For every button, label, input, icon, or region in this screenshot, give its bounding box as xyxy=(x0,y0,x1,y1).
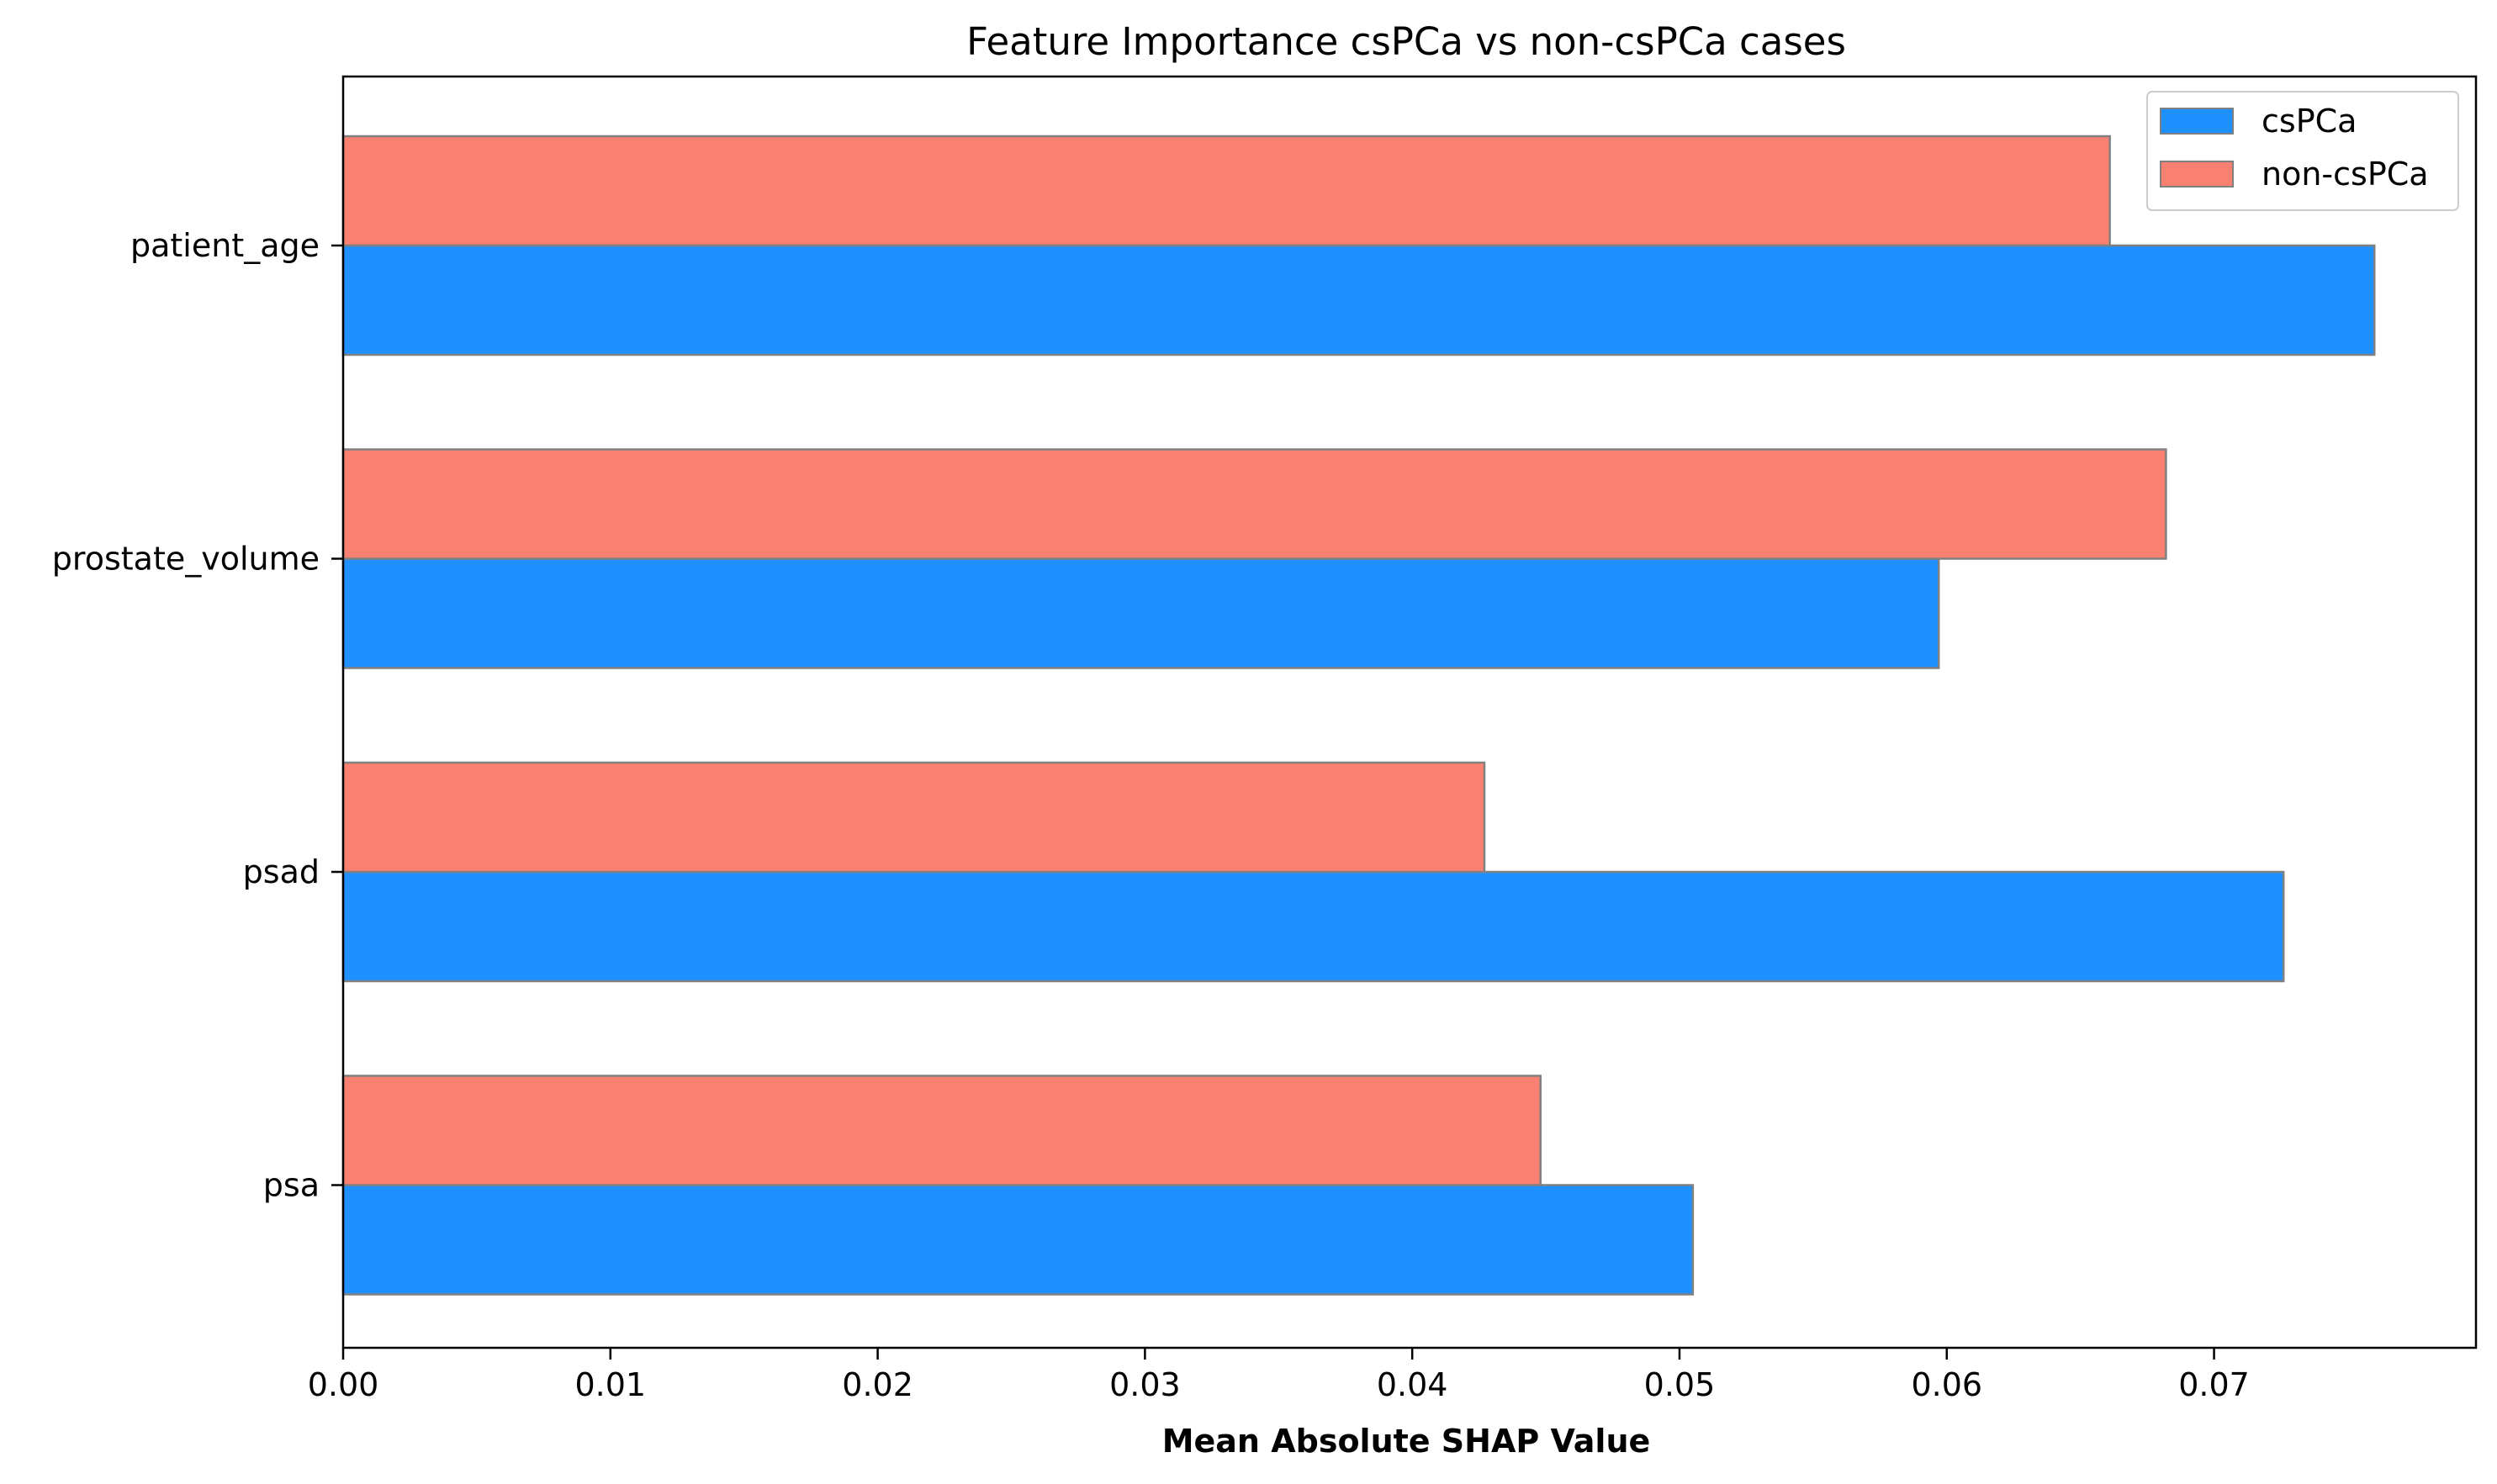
bar-non-cspca-patient-age xyxy=(341,135,2111,247)
chart-title: Feature Importance csPCa vs non-csPCa ca… xyxy=(966,19,1846,64)
x-axis-label: Mean Absolute SHAP Value xyxy=(1162,1423,1651,1460)
y-tick-label-patient-age: patient_age xyxy=(130,227,320,264)
legend-label-cspca: csPCa xyxy=(2262,103,2357,140)
bar-non-cspca-psad xyxy=(341,761,1486,874)
x-tick-label-5: 0.05 xyxy=(1644,1366,1716,1403)
bar-cspca-prostate-volume xyxy=(341,557,1940,669)
y-tick-label-prostate-volume: prostate_volume xyxy=(52,541,320,578)
x-tick-label-2: 0.02 xyxy=(842,1366,913,1403)
bar-cspca-psa xyxy=(341,1184,1695,1296)
bar-cspca-patient-age xyxy=(341,244,2376,356)
bar-non-cspca-prostate-volume xyxy=(341,448,2167,560)
x-tick-label-4: 0.04 xyxy=(1377,1366,1448,1403)
legend-swatch-cspca xyxy=(2160,108,2234,135)
legend-swatch-non-cspca xyxy=(2160,161,2234,187)
y-tick-label-psad: psad xyxy=(243,853,320,890)
x-tick-label-1: 0.01 xyxy=(574,1366,646,1403)
x-tick-label-3: 0.03 xyxy=(1109,1366,1181,1403)
legend-label-non-cspca: non-csPCa xyxy=(2262,156,2429,193)
x-tick-label-0: 0.00 xyxy=(308,1366,379,1403)
bar-non-cspca-psa xyxy=(341,1075,1542,1186)
legend: csPCa non-csPCa xyxy=(2146,91,2459,211)
plot-frame xyxy=(341,75,2478,1349)
y-tick-label-psa: psa xyxy=(263,1167,320,1204)
bars-layer xyxy=(341,135,2376,1296)
x-tick-label-6: 0.06 xyxy=(1911,1366,1982,1403)
bar-cspca-psad xyxy=(341,870,2285,983)
x-tick-label-7: 0.07 xyxy=(2178,1366,2250,1403)
